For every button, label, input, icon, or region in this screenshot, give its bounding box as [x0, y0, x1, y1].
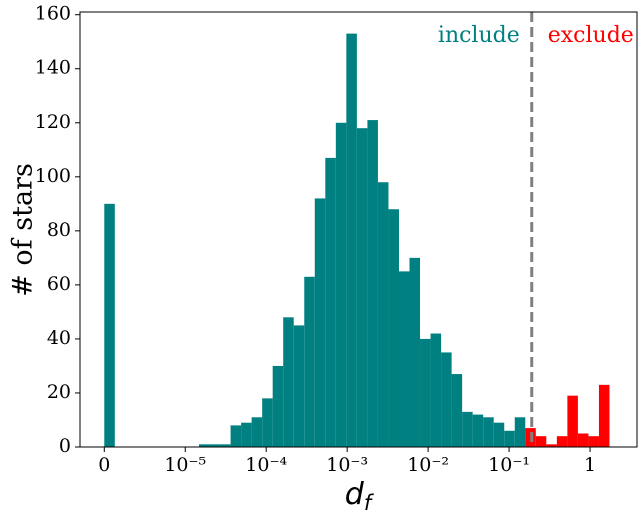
- y-tick-label: 140: [35, 57, 71, 79]
- bar: [272, 365, 284, 447]
- bar: [346, 33, 357, 448]
- x-tick-label: 10⁻⁵: [164, 454, 206, 476]
- bar: [262, 398, 273, 447]
- x-axis-label: df: [345, 477, 375, 515]
- bar: [514, 417, 526, 447]
- bar: [199, 444, 210, 447]
- x-tick-label: 10⁻¹: [488, 454, 530, 476]
- x-tick-label: 10⁻²: [407, 454, 449, 476]
- bar: [546, 444, 557, 447]
- y-tick-label: 0: [59, 435, 71, 457]
- x-axis-label-sub: f: [364, 491, 375, 515]
- bar: [220, 444, 231, 447]
- y-tick-label: 60: [47, 273, 71, 295]
- bar: [451, 374, 463, 447]
- bar: [504, 430, 515, 447]
- bar: [104, 203, 115, 447]
- y-tick-label: 20: [47, 381, 71, 403]
- y-tick-label: 40: [47, 327, 71, 349]
- bar: [377, 182, 389, 447]
- bar: [325, 157, 336, 447]
- bar: [304, 276, 315, 447]
- bar: [293, 325, 305, 447]
- y-tick-label: 120: [35, 111, 71, 133]
- bar: [209, 444, 221, 447]
- bar: [462, 411, 473, 447]
- y-axis-label: # of stars: [8, 163, 39, 297]
- bar: [556, 436, 568, 447]
- bar: [356, 128, 368, 448]
- bar: [441, 352, 452, 447]
- bar: [588, 436, 599, 447]
- plot-frame: [79, 11, 638, 448]
- x-axis-label-base: d: [345, 477, 365, 512]
- bar: [598, 384, 610, 447]
- y-tick-label: 160: [35, 3, 71, 25]
- annotation: exclude: [548, 23, 634, 48]
- bar: [567, 395, 578, 447]
- bar: [251, 417, 263, 447]
- bar: [472, 414, 484, 447]
- bar: [430, 333, 442, 447]
- bar: [314, 198, 326, 447]
- y-tick-label: 80: [47, 219, 71, 241]
- x-tick-label: 10⁻⁴: [245, 454, 287, 476]
- bar: [283, 317, 294, 447]
- bar: [335, 122, 347, 447]
- bar: [483, 417, 494, 447]
- bar: [388, 209, 399, 447]
- annotation: include: [438, 23, 520, 48]
- bar: [230, 425, 242, 447]
- bar: [420, 338, 431, 447]
- bar: [398, 271, 410, 447]
- y-tick-label: 100: [35, 165, 71, 187]
- x-tick-label: 1: [584, 454, 596, 476]
- x-tick-label: 10⁻³: [326, 454, 368, 476]
- bar: [241, 422, 252, 447]
- bar: [535, 436, 547, 447]
- bar: [493, 422, 505, 447]
- bar: [367, 120, 378, 448]
- bar: [409, 257, 421, 447]
- bar: [577, 433, 589, 447]
- x-tick-label: 0: [98, 454, 110, 476]
